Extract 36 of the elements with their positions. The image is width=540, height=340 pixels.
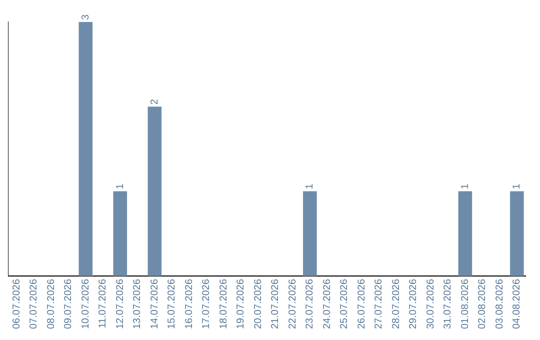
x-tick-label: 27.07.2026 bbox=[374, 278, 385, 330]
x-tick-label: 12.07.2026 bbox=[114, 278, 126, 330]
x-tick-label: 13.07.2026 bbox=[132, 278, 144, 330]
x-tick-label: 14.07.2026 bbox=[149, 278, 160, 330]
x-tick-label: 30.07.2026 bbox=[425, 278, 436, 330]
x-tick-label: 08.07.2026 bbox=[46, 278, 57, 330]
data-label: 1 bbox=[460, 183, 471, 190]
x-tick-label: 07.07.2026 bbox=[28, 278, 40, 330]
x-tick-label: 20.07.2026 bbox=[252, 278, 264, 330]
x-tick-label: 18.07.2026 bbox=[218, 278, 230, 330]
x-tick-label: 24.07.2026 bbox=[322, 278, 333, 330]
data-label: 2 bbox=[149, 98, 160, 105]
x-tick-label: 16.07.2026 bbox=[184, 278, 195, 330]
x-tick-label: 02.08.2026 bbox=[477, 278, 488, 330]
data-label: 3 bbox=[80, 14, 92, 20]
x-tick-label: 04.08.2026 bbox=[512, 278, 523, 330]
x-tick-label: 10.07.2026 bbox=[80, 278, 92, 330]
x-tick-label: 26.07.2026 bbox=[356, 278, 368, 330]
x-tick-label: 01.08.2026 bbox=[460, 278, 471, 330]
x-tick-label: 29.07.2026 bbox=[408, 278, 420, 330]
x-tick-label: 25.07.2026 bbox=[339, 278, 350, 330]
x-tick-label: 06.07.2026 bbox=[11, 278, 22, 330]
x-tick-label: 03.08.2026 bbox=[494, 278, 506, 330]
data-label: 1 bbox=[304, 183, 316, 190]
x-tick-label: 31.07.2026 bbox=[442, 278, 454, 330]
x-tick-label: 09.07.2026 bbox=[63, 278, 74, 330]
x-tick-label: 17.07.2026 bbox=[201, 278, 212, 330]
data-label: 1 bbox=[114, 183, 126, 190]
x-tick-label: 19.07.2026 bbox=[236, 278, 247, 330]
x-tick-label: 15.07.2026 bbox=[166, 278, 178, 330]
x-tick-label: 23.07.2026 bbox=[304, 278, 316, 330]
data-label: 1 bbox=[512, 183, 523, 190]
x-tick-label: 22.07.2026 bbox=[287, 278, 298, 330]
x-tick-label: 21.07.2026 bbox=[270, 278, 282, 330]
x-tick-label: 11.07.2026 bbox=[98, 278, 109, 328]
x-tick-label: 28.07.2026 bbox=[390, 278, 402, 330]
